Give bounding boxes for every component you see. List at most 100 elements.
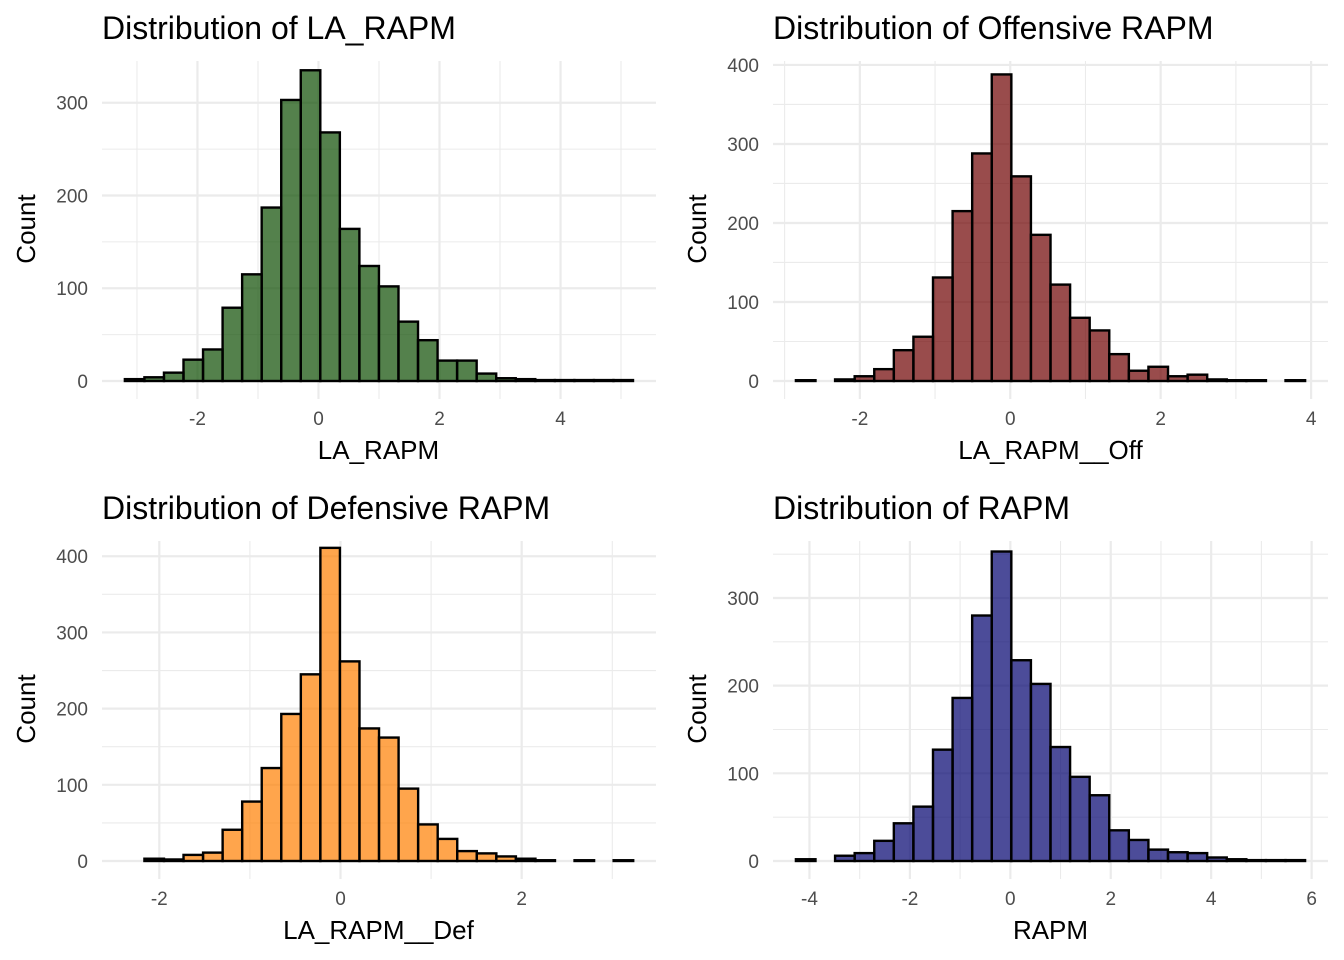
histogram-bar [1108, 352, 1131, 383]
histogram-bar [873, 839, 896, 863]
y-tick-label: 300 [727, 589, 759, 610]
histogram-bar [436, 359, 459, 383]
histogram-bar [853, 851, 876, 863]
histogram-bar [931, 276, 954, 383]
histogram-bar [1147, 365, 1170, 383]
histogram-bar [612, 378, 635, 383]
x-tick-label: 6 [1306, 889, 1317, 910]
histogram-bar [1010, 659, 1033, 863]
histogram-bar [912, 335, 935, 383]
histogram-bar [475, 372, 498, 383]
y-tick-label: 100 [727, 764, 759, 785]
histogram-bar [1225, 379, 1248, 383]
y-tick-label: 0 [77, 852, 88, 873]
panel-title: Distribution of LA_RAPM [102, 10, 456, 46]
histogram-bar [1147, 848, 1170, 863]
histogram-bar [162, 858, 185, 863]
histogram-bars [794, 550, 1307, 863]
y-tick-label: 100 [727, 293, 759, 314]
histogram-bar [358, 727, 381, 863]
histogram-bar [951, 209, 974, 383]
x-axis-title: LA_RAPM [318, 435, 439, 465]
histogram-bar [514, 857, 537, 863]
histogram-bar [299, 673, 322, 863]
x-tick-label: 4 [1206, 889, 1217, 910]
x-tick-label: 2 [516, 889, 527, 910]
histogram-bar [794, 858, 817, 863]
y-tick-label: 200 [56, 700, 88, 721]
histogram-bar [1068, 775, 1091, 863]
histogram-bars [143, 546, 635, 863]
histogram-bar [495, 377, 517, 383]
y-axis-title: Count [682, 194, 712, 264]
histogram-bar [873, 367, 896, 383]
histogram-bar [221, 306, 244, 383]
histogram-bar [970, 614, 993, 863]
y-tick-label: 100 [56, 279, 88, 300]
histogram-bar [573, 859, 596, 863]
y-axis-title: Count [11, 674, 41, 744]
histogram-bar [416, 338, 439, 383]
x-tick-label: 2 [1155, 409, 1166, 430]
y-tick-label: 0 [748, 372, 759, 393]
histogram-bar [475, 852, 498, 863]
histogram-bar [970, 152, 993, 383]
histogram-bar [612, 859, 635, 863]
x-tick-label: 0 [1005, 409, 1016, 430]
panel-offensive-rapm: -2 0 2 4 0 100 200 300 400 Distribution of Offens… [682, 10, 1328, 465]
histogram-bar [912, 805, 935, 863]
histogram-bar [221, 828, 244, 863]
histogram-bar [123, 377, 146, 383]
x-axis-title: RAPM [1013, 915, 1088, 945]
histogram-bar [319, 131, 342, 383]
histogram-bar [1225, 858, 1248, 863]
y-tick-label: 300 [727, 135, 759, 156]
y-tick-label: 200 [727, 214, 759, 235]
histogram-bar [1068, 316, 1091, 383]
histogram-bar [833, 378, 856, 383]
histogram-bar [1284, 858, 1307, 863]
histogram-bar [1029, 682, 1052, 863]
x-tick-label: -4 [801, 889, 818, 910]
histogram-bar [1284, 379, 1307, 383]
histogram-bar [358, 264, 381, 383]
histogram-bar [1186, 851, 1209, 863]
histogram-bar [1029, 233, 1052, 383]
histogram-bar [1245, 858, 1268, 863]
histogram-bar [397, 320, 420, 383]
histogram-bars [123, 69, 635, 383]
panel-title: Distribution of RAPM [773, 490, 1070, 526]
x-tick-label: 4 [1306, 409, 1317, 430]
histogram-bar [143, 376, 166, 383]
histogram-bar [534, 378, 557, 383]
x-tick-label: 0 [1005, 889, 1016, 910]
histogram-bar [495, 855, 518, 863]
y-tick-label: 200 [56, 186, 88, 207]
y-axis-title: Count [682, 674, 712, 744]
histogram-bar [240, 273, 263, 383]
x-tick-label: 2 [1105, 889, 1116, 910]
histogram-bar [182, 853, 205, 863]
y-tick-label: 400 [727, 56, 759, 77]
histogram-bar [1088, 794, 1111, 863]
histogram-bar [260, 766, 283, 863]
y-tick-label: 300 [56, 623, 88, 644]
histogram-bar [592, 378, 615, 383]
histogram-bar [1205, 378, 1228, 383]
x-tick-label: -2 [151, 889, 168, 910]
histogram-bar [1186, 373, 1209, 383]
histogram-bar [1049, 283, 1072, 383]
histogram-bar [436, 837, 459, 863]
histogram-bar [338, 660, 361, 863]
histogram-bar [280, 712, 303, 863]
histogram-bar [553, 378, 576, 383]
histogram-bar [1264, 858, 1287, 863]
y-tick-label: 100 [56, 776, 88, 797]
histogram-bar [1049, 745, 1072, 863]
histogram-bar [1205, 856, 1228, 863]
histogram-bar [892, 822, 915, 863]
histogram-bar [1166, 851, 1189, 863]
histogram-bar [456, 849, 478, 863]
histogram-bar [853, 375, 876, 383]
